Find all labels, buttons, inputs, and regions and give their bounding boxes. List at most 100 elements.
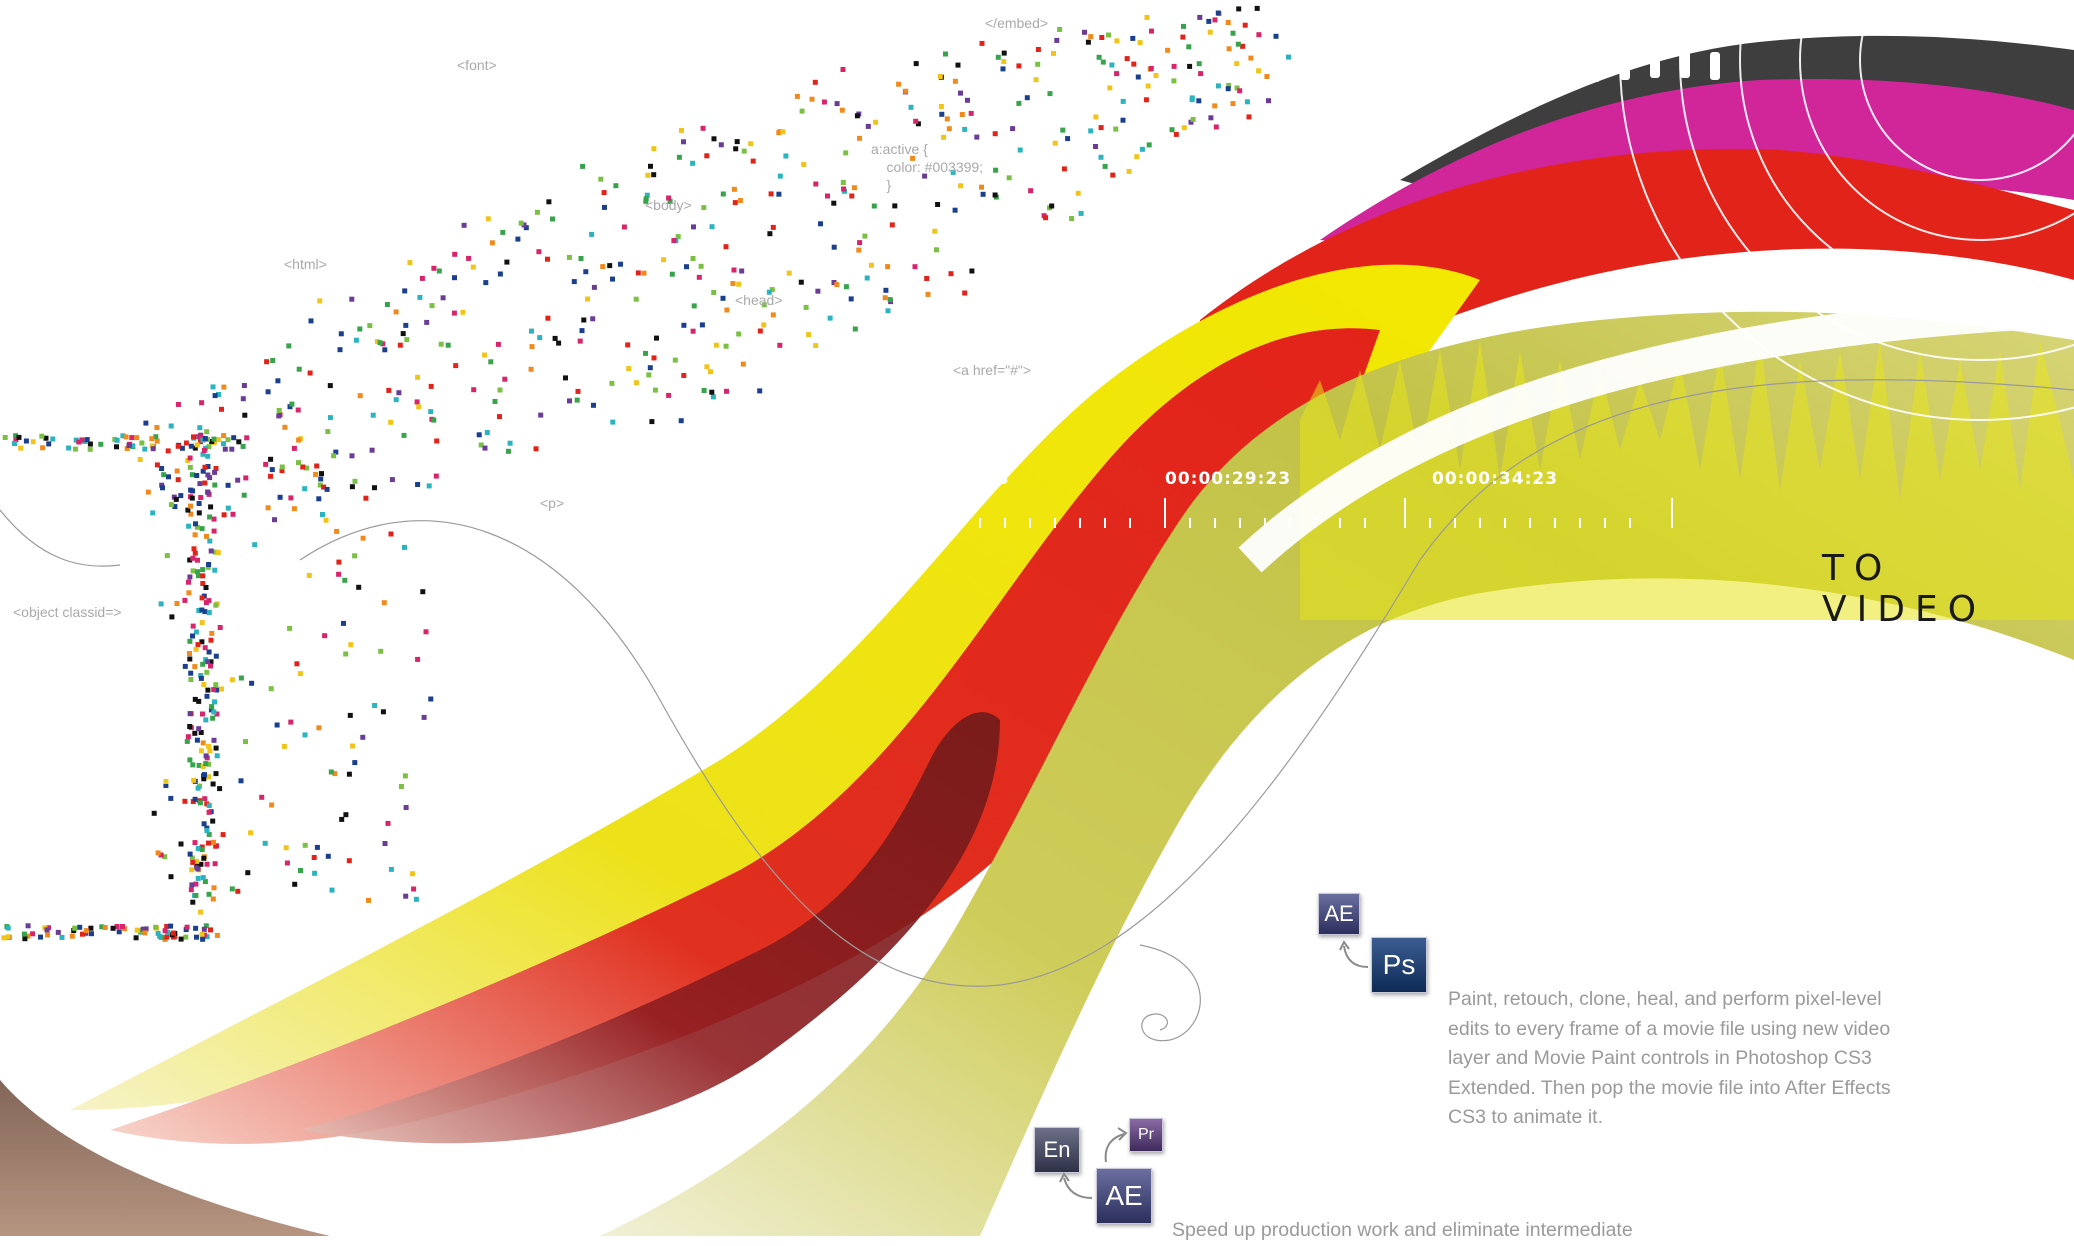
pixel-dot	[600, 264, 606, 270]
pixel-dot	[44, 927, 50, 933]
pixel-dot	[204, 669, 210, 675]
arrow-icon	[1104, 1127, 1128, 1163]
pixel-dot	[198, 909, 204, 915]
pixel-dot	[284, 860, 290, 866]
pixel-dot	[713, 342, 719, 348]
code-tag-p: <p>	[540, 495, 565, 511]
pixel-dot	[69, 933, 75, 939]
pixel-dot	[206, 840, 211, 846]
pixel-dot	[202, 772, 207, 778]
pixel-dot	[352, 760, 358, 766]
pixel-dot	[185, 734, 191, 740]
pixel-dot	[229, 446, 235, 452]
code-tag-html: <html>	[284, 256, 327, 272]
pixel-dot	[460, 309, 466, 315]
pixel-dot	[192, 550, 198, 556]
pixel-dot	[87, 441, 93, 447]
pixel-dot	[59, 934, 65, 940]
pixel-dot	[1102, 163, 1108, 169]
pixel-dot	[799, 108, 805, 114]
pixel-dot	[38, 934, 43, 940]
pixel-dot	[400, 331, 406, 337]
pixel-dot	[739, 268, 745, 274]
pixel-dot	[244, 435, 250, 441]
pixel-dot	[534, 209, 540, 215]
pixel-dot	[123, 434, 129, 440]
timecode-3: 00:00:34:23	[1432, 469, 1559, 489]
code-tag-active: a:active { color: #003399; }	[871, 141, 984, 193]
pixel-dot	[684, 264, 689, 270]
code-tag-body: <body>	[645, 197, 692, 213]
pixel-dot	[536, 249, 542, 255]
pixel-dot	[158, 852, 164, 858]
pixel-dot	[574, 397, 580, 403]
pixel-dot	[1144, 14, 1150, 20]
pixel-dot	[1035, 47, 1041, 52]
pixel-dot	[197, 481, 203, 487]
pixel-dot	[192, 664, 198, 670]
pixel-dot	[83, 930, 89, 936]
pixel-dot	[1264, 74, 1270, 79]
pixel-dot	[504, 259, 510, 265]
pixel-dot	[240, 443, 246, 449]
pixel-dot	[411, 886, 417, 892]
pixel-dot	[287, 625, 293, 631]
pixel-dot	[1075, 190, 1081, 196]
pixel-dot	[114, 444, 119, 450]
pixel-dot	[162, 928, 168, 934]
pixel-dot	[701, 205, 707, 211]
pixel-dot	[581, 317, 587, 323]
pixel-dot	[241, 383, 247, 388]
pixel-dot	[214, 753, 220, 759]
pixel-dot	[733, 146, 739, 152]
pixel-dot	[699, 322, 705, 328]
pixel-dot	[1190, 116, 1196, 122]
pixel-dot	[205, 464, 211, 469]
pixel-dot	[1213, 124, 1219, 130]
pixel-dot	[1188, 119, 1194, 125]
pixel-dot	[164, 934, 170, 940]
pixel-dot	[143, 926, 149, 932]
pixel-dot	[402, 773, 408, 779]
pixel-dot	[296, 460, 301, 466]
pixel-dot	[873, 119, 879, 125]
pixel-dot	[276, 408, 282, 413]
pixel-dot	[313, 471, 319, 477]
pixel-dot	[343, 812, 349, 818]
pixel-dot	[1006, 175, 1012, 181]
pixel-dot	[352, 553, 358, 559]
pixel-dot	[143, 420, 149, 426]
pixel-dot	[563, 375, 568, 381]
pixel-dot	[213, 602, 219, 608]
pixel-dot	[162, 854, 168, 860]
after-effects-icon: AE	[1096, 1168, 1152, 1224]
pixel-dot	[205, 564, 211, 570]
pixel-dot	[724, 388, 729, 394]
pixel-dot	[1049, 203, 1055, 209]
pixel-dot	[757, 328, 763, 334]
pixel-dot	[83, 928, 89, 934]
pixel-dot	[720, 191, 726, 197]
pixel-dot	[327, 383, 333, 389]
pixel-dot	[220, 832, 226, 838]
pixel-dot	[777, 342, 783, 348]
pixel-dot	[730, 281, 736, 286]
pixel-dot	[172, 504, 178, 510]
pixel-dot	[211, 436, 217, 442]
pixel-dot	[397, 342, 403, 348]
pixel-dot	[740, 361, 746, 367]
pixel-dot	[381, 600, 387, 606]
pixel-dot	[968, 110, 974, 116]
pixel-dot	[952, 207, 958, 213]
pixel-dot	[786, 270, 792, 276]
pixel-dot	[219, 406, 224, 412]
pixel-dot	[651, 146, 657, 152]
pixel-dot	[892, 203, 898, 209]
pixel-dot	[206, 598, 212, 604]
pixel-dot	[993, 167, 999, 173]
pixel-dot	[377, 340, 383, 346]
pixel-dot	[291, 506, 297, 512]
pixel-dot	[187, 711, 193, 717]
pixel-dot	[885, 264, 891, 270]
pixel-dot	[188, 487, 194, 493]
